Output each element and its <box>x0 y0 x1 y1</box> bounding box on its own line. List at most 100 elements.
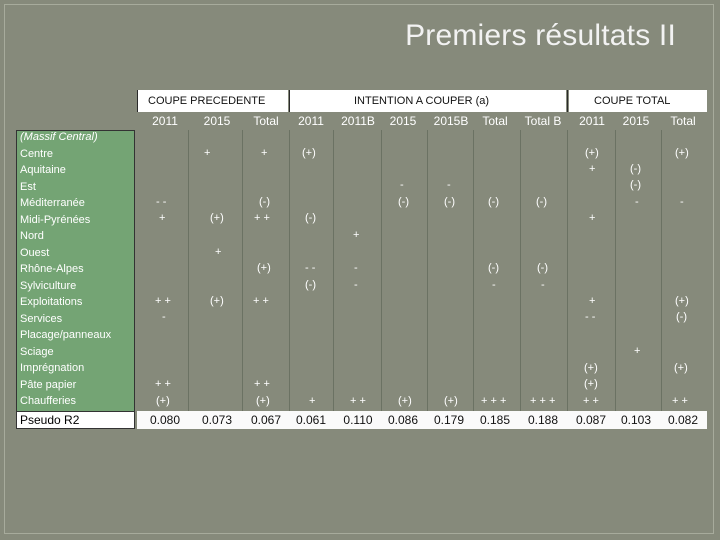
cell-mark: (+) <box>675 147 689 159</box>
row-label: Est <box>20 181 36 193</box>
pseudo-r2-value: 0.087 <box>575 413 607 427</box>
col-header: 2015B <box>433 114 469 128</box>
cell-mark: (-) <box>488 196 499 208</box>
cell-mark: (+) <box>674 362 688 374</box>
pseudo-r2-value: 0.067 <box>250 413 282 427</box>
pseudo-r2-value: 0.082 <box>667 413 699 427</box>
cell-mark: - <box>354 262 358 274</box>
cell-mark: + <box>215 246 222 258</box>
pseudo-r2-value: 0.110 <box>343 413 373 427</box>
row-label: Placage/panneaux <box>20 329 112 341</box>
row-label: Sciage <box>20 346 54 358</box>
slide-title: Premiers résultats II <box>405 19 676 52</box>
group-header-coupe-total: COUPE TOTAL <box>569 90 707 112</box>
pseudo-r2-value: 0.185 <box>479 413 511 427</box>
cell-mark: + <box>261 147 268 159</box>
cell-mark: + <box>353 229 360 241</box>
row-label: Méditerranée <box>20 197 85 209</box>
row-label: (Massif Central) <box>20 131 98 143</box>
row-label: Services <box>20 313 63 325</box>
cell-mark: (+) <box>398 395 412 407</box>
cell-mark: - <box>447 179 451 191</box>
group-label: INTENTION A COUPER (a) <box>354 95 490 107</box>
col-header: Total <box>482 114 508 128</box>
divider <box>567 90 568 112</box>
cell-mark: + <box>589 163 596 175</box>
cell-mark: + + <box>254 378 270 390</box>
cell-mark: + <box>309 395 316 407</box>
row-labels: (Massif Central) Centre Aquitaine Est Mé… <box>16 130 135 429</box>
row-label: Chaufferies <box>20 395 77 407</box>
cell-mark: (-) <box>444 196 455 208</box>
pseudo-r2-value: 0.103 <box>620 413 652 427</box>
cell-mark: + + <box>253 295 269 307</box>
cell-mark: (+) <box>210 212 224 224</box>
grid-line <box>381 130 382 411</box>
group-label: COUPE PRECEDENTE <box>148 95 266 107</box>
cell-mark: - - <box>585 311 596 323</box>
pseudo-r2-value: 0.179 <box>433 413 465 427</box>
pseudo-r2-row: 0.080 0.073 0.067 0.061 0.110 0.086 0.17… <box>137 411 707 429</box>
cell-mark: - <box>354 279 358 291</box>
cell-mark: (-) <box>305 279 316 291</box>
col-header: 2011B <box>341 114 375 128</box>
cell-mark: (+) <box>584 362 598 374</box>
col-header: 2015 <box>622 114 650 128</box>
grid-line <box>615 130 616 411</box>
cell-mark: - <box>635 196 639 208</box>
row-label: Midi-Pyrénées <box>20 214 91 226</box>
col-header: 2011 <box>579 114 605 128</box>
col-header: 2015 <box>203 114 231 128</box>
cell-mark: - <box>400 179 404 191</box>
grid-line <box>473 130 474 411</box>
row-label: Imprégnation <box>20 362 85 374</box>
grid-line <box>289 130 290 411</box>
col-header: 2011 <box>298 114 324 128</box>
col-header: Total <box>253 114 279 128</box>
grid-line <box>333 130 334 411</box>
group-label: COUPE TOTAL <box>594 95 671 107</box>
row-label: Exploitations <box>20 296 83 308</box>
pseudo-r2-text: Pseudo R2 <box>20 413 80 427</box>
col-header: 2015 <box>389 114 417 128</box>
cell-mark: + + <box>672 395 688 407</box>
grid-line <box>567 130 568 411</box>
row-label: Nord <box>20 230 44 242</box>
cell-mark: + <box>589 295 596 307</box>
divider <box>137 90 138 112</box>
cell-mark: + <box>634 345 641 357</box>
cell-mark: (+) <box>256 395 270 407</box>
grid-line <box>188 130 189 411</box>
cell-mark: (+) <box>156 395 170 407</box>
col-header: 2011 <box>152 114 178 128</box>
pseudo-r2-value: 0.061 <box>295 413 327 427</box>
cell-mark: - <box>492 279 496 291</box>
cell-mark: (-) <box>630 163 641 175</box>
cell-mark: (-) <box>488 262 499 274</box>
divider <box>289 90 290 112</box>
cell-mark: + + <box>350 395 366 407</box>
row-label: Pâte papier <box>20 379 77 391</box>
cell-mark: (+) <box>302 147 316 159</box>
pseudo-r2-value: 0.086 <box>387 413 419 427</box>
cell-mark: - <box>680 196 684 208</box>
row-label: Aquitaine <box>20 164 66 176</box>
grid-line <box>520 130 521 411</box>
row-label: Centre <box>20 148 54 160</box>
cell-mark: + + + <box>530 395 556 407</box>
cell-mark: + + <box>155 378 171 390</box>
pseudo-r2-value: 0.188 <box>527 413 559 427</box>
cell-mark: (+) <box>444 395 458 407</box>
cell-mark: + <box>589 212 596 224</box>
row-label: Rhône-Alpes <box>20 263 84 275</box>
cell-mark: + + <box>155 295 171 307</box>
grid-line <box>661 130 662 411</box>
grid-line <box>242 130 243 411</box>
grid-line <box>427 130 428 411</box>
group-header-coupe-precedente: COUPE PRECEDENTE <box>138 90 288 112</box>
pseudo-r2-value: 0.073 <box>201 413 233 427</box>
cell-mark: (-) <box>536 196 547 208</box>
row-label: Sylviculture <box>20 280 77 292</box>
cell-mark: - - <box>305 262 316 274</box>
cell-mark: + <box>159 212 166 224</box>
